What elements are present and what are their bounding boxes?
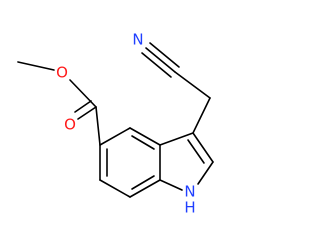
bonds [17, 42, 214, 198]
bond [145, 47, 176, 73]
bond [197, 161, 214, 185]
bond [131, 135, 155, 150]
bond [192, 97, 211, 134]
molecule: N O O N H [17, 31, 214, 217]
atom-label: O [56, 64, 68, 82]
bond [99, 179, 131, 198]
bond [131, 175, 155, 190]
bond [129, 127, 161, 146]
bond [141, 52, 172, 78]
bond [99, 127, 131, 146]
atom-label: O [64, 116, 76, 134]
bond [129, 179, 161, 198]
bond [74, 100, 92, 113]
bond [69, 79, 97, 108]
atom-label: N [184, 183, 195, 201]
bond [174, 71, 211, 99]
bond [159, 179, 183, 191]
bond [192, 132, 214, 163]
bond [95, 106, 101, 146]
bond [187, 139, 205, 164]
bond [77, 106, 97, 120]
bond [17, 61, 55, 71]
atom-label: N [132, 31, 143, 49]
bond [159, 132, 194, 146]
atom-label: H [184, 199, 195, 217]
bond [149, 42, 180, 68]
